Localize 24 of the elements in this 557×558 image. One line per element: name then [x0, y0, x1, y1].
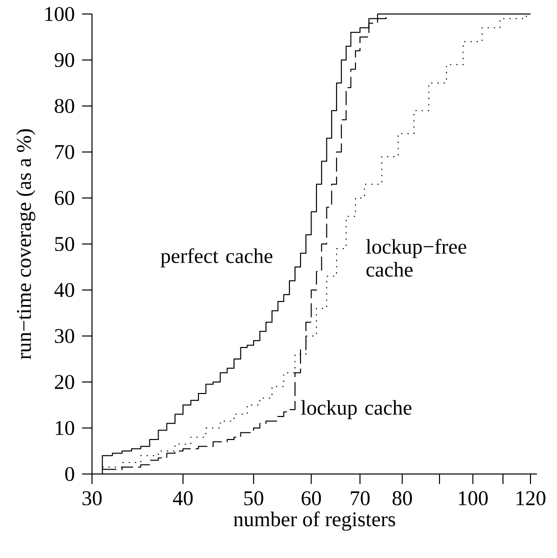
y-tick-label: 30	[54, 328, 74, 344]
y-tick-label: 50	[55, 236, 74, 252]
series-label: lockup−free cache	[366, 238, 466, 277]
x-tick-label: 50	[244, 491, 264, 506]
y-tick-label: 60	[54, 190, 74, 206]
y-tick-label: 10	[56, 420, 74, 436]
x-tick-label: 40	[172, 491, 193, 506]
y-tick-label: 40	[54, 282, 74, 298]
x-tick-label: 30	[82, 491, 102, 506]
x-tick-label: 70	[350, 491, 370, 506]
x-tick-label: 100	[458, 491, 488, 506]
y-tick-label: 0	[65, 466, 74, 482]
series-label: perfect cache	[160, 248, 272, 268]
y-tick-label: 90	[54, 52, 74, 68]
y-tick-label: 70	[55, 144, 74, 160]
y-axis-title: run−time coverage (as a %)	[16, 129, 36, 360]
x-tick-label: 60	[302, 491, 321, 506]
x-tick-label: 120	[516, 491, 546, 506]
y-tick-label: 20	[54, 374, 74, 390]
x-tick-label: 80	[392, 491, 412, 506]
series-label: lockup cache	[301, 400, 412, 420]
y-tick-label: 80	[54, 98, 74, 114]
y-tick-label: 100	[45, 6, 74, 22]
x-axis-title: number of registers	[234, 511, 396, 531]
